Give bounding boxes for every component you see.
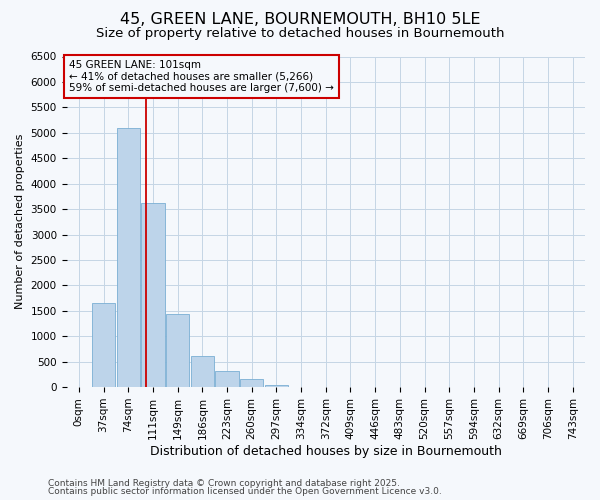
Text: Contains public sector information licensed under the Open Government Licence v3: Contains public sector information licen…	[48, 487, 442, 496]
Text: Contains HM Land Registry data © Crown copyright and database right 2025.: Contains HM Land Registry data © Crown c…	[48, 478, 400, 488]
Bar	[116, 128, 140, 387]
Y-axis label: Number of detached properties: Number of detached properties	[15, 134, 25, 310]
Text: 45 GREEN LANE: 101sqm
← 41% of detached houses are smaller (5,266)
59% of semi-d: 45 GREEN LANE: 101sqm ← 41% of detached …	[69, 60, 334, 93]
Bar	[240, 379, 263, 387]
Bar	[215, 371, 239, 387]
X-axis label: Distribution of detached houses by size in Bournemouth: Distribution of detached houses by size …	[150, 444, 502, 458]
Bar	[141, 203, 164, 387]
Text: Size of property relative to detached houses in Bournemouth: Size of property relative to detached ho…	[96, 28, 504, 40]
Bar	[265, 385, 288, 387]
Text: 45, GREEN LANE, BOURNEMOUTH, BH10 5LE: 45, GREEN LANE, BOURNEMOUTH, BH10 5LE	[120, 12, 480, 28]
Bar	[166, 314, 190, 387]
Bar	[92, 303, 115, 387]
Bar	[191, 356, 214, 387]
